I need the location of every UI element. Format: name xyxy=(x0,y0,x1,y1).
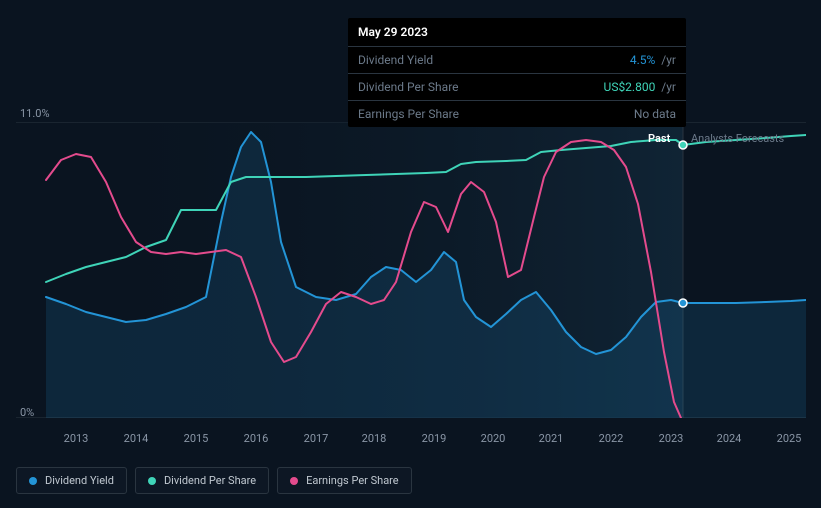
legend-item[interactable]: Dividend Per Share xyxy=(135,467,269,494)
legend-label: Dividend Per Share xyxy=(164,474,256,487)
x-tick: 2019 xyxy=(422,432,447,445)
legend-dot-icon xyxy=(29,477,37,485)
x-tick: 2014 xyxy=(124,432,149,445)
x-tick: 2017 xyxy=(304,432,329,445)
tooltip-row-label: Earnings Per Share xyxy=(358,107,634,121)
x-tick: 2013 xyxy=(64,432,89,445)
x-tick: 2022 xyxy=(599,432,624,445)
tooltip-row-value: 4.5% /yr xyxy=(630,53,676,67)
tooltip-row-label: Dividend Yield xyxy=(358,53,630,67)
legend-dot-icon xyxy=(290,477,298,485)
region-label-past: Past xyxy=(648,132,670,145)
x-tick: 2025 xyxy=(777,432,802,445)
chart-area[interactable] xyxy=(16,122,806,418)
legend: Dividend Yield Dividend Per Share Earnings… xyxy=(16,467,412,494)
tooltip-row: Earnings Per ShareNo data xyxy=(348,101,686,127)
x-tick: 2020 xyxy=(481,432,506,445)
line-chart xyxy=(16,122,806,418)
x-tick: 2015 xyxy=(184,432,209,445)
x-tick: 2021 xyxy=(539,432,564,445)
y-axis-max-label: 11.0% xyxy=(20,107,50,120)
x-tick: 2023 xyxy=(659,432,684,445)
chart-tooltip: May 29 2023 Dividend Yield4.5% /yrDivide… xyxy=(348,18,686,127)
x-tick: 2024 xyxy=(717,432,742,445)
legend-label: Earnings Per Share xyxy=(306,474,399,487)
legend-item[interactable]: Earnings Per Share xyxy=(277,467,412,494)
legend-dot-icon xyxy=(148,477,156,485)
legend-label: Dividend Yield xyxy=(45,474,114,487)
x-tick: 2016 xyxy=(244,432,269,445)
tooltip-row: Dividend Yield4.5% /yr xyxy=(348,47,686,74)
tooltip-row-value: No data xyxy=(634,107,676,121)
legend-item[interactable]: Dividend Yield xyxy=(16,467,127,494)
tooltip-date: May 29 2023 xyxy=(348,18,686,47)
tooltip-row-label: Dividend Per Share xyxy=(358,80,604,94)
x-axis: 2013 2014 2015 2016 2017 2018 2019 2020 2021 2022… xyxy=(16,432,806,452)
tooltip-row: Dividend Per ShareUS$2.800 /yr xyxy=(348,74,686,101)
tooltip-row-value: US$2.800 /yr xyxy=(604,80,676,94)
x-tick: 2018 xyxy=(362,432,387,445)
region-label-forecast: Analysts Forecasts xyxy=(691,132,784,145)
